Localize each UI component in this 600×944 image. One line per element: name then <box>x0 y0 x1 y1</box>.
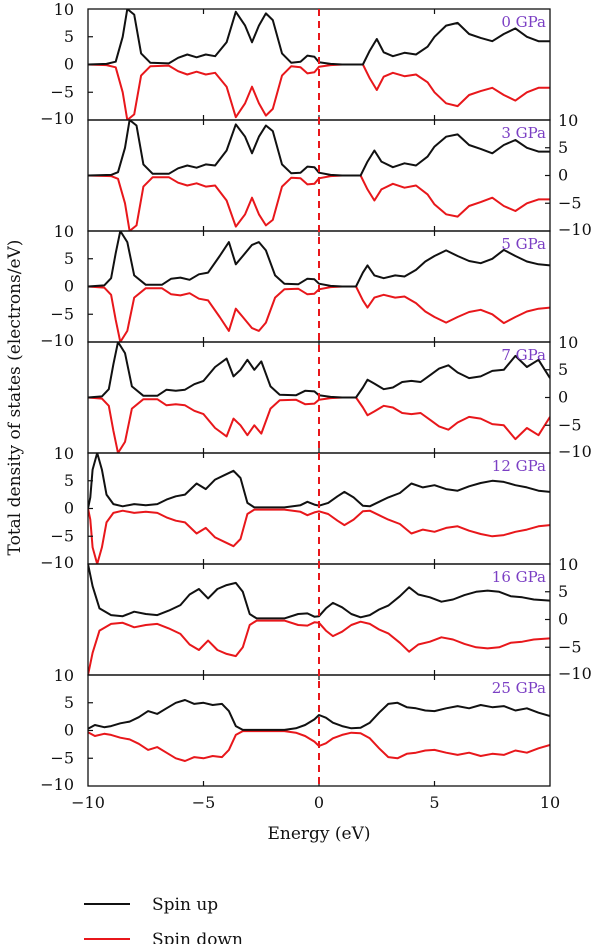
x-axis-label: Energy (eV) <box>267 824 370 844</box>
y-axis-label: Total density of states (electrons/eV) <box>5 240 25 556</box>
x-axis: −10 −5 0 5 10 <box>71 793 560 812</box>
y-tick-label: 5 <box>64 471 74 490</box>
series-spin-up-25-gpa <box>88 699 550 731</box>
panel-12-gpa: 10 5 0 −5 −10 12 GPa <box>40 444 551 572</box>
y-tick-label: 5 <box>558 138 568 157</box>
y-tick-label: −10 <box>558 442 592 461</box>
panel-7-gpa: 10 5 0 −5 −10 7 GPa <box>87 333 592 461</box>
series-spin-up-16-gpa <box>88 564 550 620</box>
pressure-label-3-gpa: 3 GPa <box>501 124 546 142</box>
y-tick-label: 5 <box>558 582 568 601</box>
series-spin-up-5-gpa <box>88 231 550 288</box>
series-spin-down-7-gpa <box>88 396 550 453</box>
dos-panels: 10 5 0 −5 −10 0 GPa 10 5 0 −5 −10 3 GPa 10 5 0 −5 −10 5 G… <box>40 0 592 794</box>
series-spin-up-3-gpa <box>88 120 550 177</box>
y-tick-label: −5 <box>50 82 74 101</box>
y-tick-label: 10 <box>54 0 74 19</box>
y-tick-label: −5 <box>50 748 74 767</box>
y-tick-label: 0 <box>64 55 74 74</box>
y-tick-label: 5 <box>558 360 568 379</box>
series-spin-down-0-gpa <box>88 63 550 120</box>
panel-25-gpa: 10 5 0 −5 −10 25 GPa <box>40 666 551 794</box>
y-tick-label: 0 <box>558 166 568 185</box>
y-tick-label: −10 <box>40 331 74 350</box>
series-spin-up-7-gpa <box>88 342 550 399</box>
pressure-label-12-gpa: 12 GPa <box>492 457 546 475</box>
y-tick-label: −5 <box>558 415 582 434</box>
series-spin-down-12-gpa <box>88 508 550 564</box>
series-spin-up-0-gpa <box>88 9 550 66</box>
series-spin-up-12-gpa <box>88 453 550 509</box>
pressure-label-25-gpa: 25 GPa <box>492 679 546 697</box>
x-tick-label: 5 <box>429 793 439 812</box>
series-spin-down-3-gpa <box>88 174 550 231</box>
legend-label: Spin down <box>152 930 243 944</box>
legend: Spin up Spin down <box>84 895 243 944</box>
y-tick-label: −5 <box>50 526 74 545</box>
y-tick-label: 5 <box>64 249 74 268</box>
y-tick-label: 10 <box>54 222 74 241</box>
y-tick-label: −5 <box>558 193 582 212</box>
y-tick-label: 5 <box>64 693 74 712</box>
legend-entry-spin-down: Spin down <box>84 930 243 944</box>
panel-0-gpa: 10 5 0 −5 −10 0 GPa <box>40 0 551 128</box>
y-tick-label: 10 <box>558 333 578 352</box>
x-tick-label: 10 <box>540 793 560 812</box>
y-tick-label: −10 <box>40 553 74 572</box>
y-tick-label: 10 <box>54 444 74 463</box>
y-tick-label: 10 <box>54 666 74 685</box>
y-tick-label: −10 <box>558 664 592 683</box>
y-tick-label: −10 <box>40 109 74 128</box>
legend-label: Spin up <box>152 895 218 915</box>
series-spin-down-16-gpa <box>88 619 550 675</box>
pressure-label-16-gpa: 16 GPa <box>492 568 546 586</box>
panel-5-gpa: 10 5 0 −5 −10 5 GPa <box>40 222 551 350</box>
y-tick-label: 0 <box>558 610 568 629</box>
y-tick-label: −5 <box>558 637 582 656</box>
y-tick-label: −10 <box>40 775 74 794</box>
panel-16-gpa: 10 5 0 −5 −10 16 GPa <box>87 555 592 683</box>
x-tick-label: 0 <box>314 793 324 812</box>
pressure-label-7-gpa: 7 GPa <box>501 346 546 364</box>
y-tick-label: 0 <box>558 388 568 407</box>
legend-entry-spin-up: Spin up <box>84 895 218 915</box>
y-tick-label: 5 <box>64 27 74 46</box>
x-tick-label: −10 <box>71 793 105 812</box>
pressure-label-0-gpa: 0 GPa <box>501 13 546 31</box>
y-tick-label: 0 <box>64 499 74 518</box>
panel-3-gpa: 10 5 0 −5 −10 3 GPa <box>87 111 592 239</box>
series-spin-down-5-gpa <box>88 285 550 342</box>
y-tick-label: −10 <box>558 220 592 239</box>
y-tick-label: 10 <box>558 111 578 130</box>
y-tick-label: −5 <box>50 304 74 323</box>
pressure-label-5-gpa: 5 GPa <box>501 235 546 253</box>
x-tick-label: −5 <box>192 793 216 812</box>
y-tick-label: 0 <box>64 721 74 740</box>
y-tick-label: 10 <box>558 555 578 574</box>
y-tick-label: 0 <box>64 277 74 296</box>
